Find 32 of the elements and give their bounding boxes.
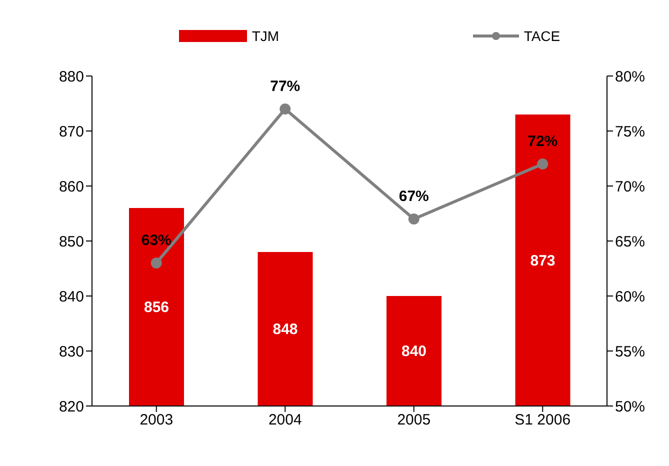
y2-tick-label: 75% (615, 123, 646, 140)
x-tick-label: S1 2006 (514, 412, 571, 429)
y-tick-label: 830 (58, 343, 84, 360)
data-label: 840 (401, 343, 427, 360)
legend-label: TACE (524, 28, 560, 44)
y-tick-label: 840 (58, 288, 84, 306)
point (150, 258, 162, 268)
data-label: 873 (530, 252, 556, 270)
y-tick-label: 880 (58, 68, 84, 86)
y2-tick-label: 65% (615, 233, 646, 250)
data-label: 67% (398, 188, 429, 205)
data-label: 63% (141, 232, 172, 249)
x-tick-label: 2004 (268, 412, 302, 429)
y-tick-label: 820 (58, 398, 84, 416)
point (280, 104, 291, 114)
point (408, 214, 420, 224)
y-tick-label: 850 (58, 233, 84, 250)
x-tick-label: 2005 (397, 412, 431, 429)
y2-tick-label: 60% (615, 288, 646, 306)
y2-tick-label: 50% (615, 398, 646, 416)
data-label: 848 (272, 321, 298, 338)
point (537, 158, 548, 170)
y2-tick-label: 55% (615, 343, 646, 360)
y-tick-label: 860 (58, 178, 84, 196)
x-tick-label: 2003 (140, 412, 174, 429)
data-label: 72% (528, 133, 558, 150)
data-label: 77% (270, 78, 300, 95)
legend-label: TJM (252, 28, 280, 44)
data-label: 856 (144, 299, 170, 316)
y-tick-label: 870 (58, 123, 84, 140)
y2-tick-label: 70% (615, 178, 646, 196)
y2-tick-label: 80% (615, 68, 646, 86)
